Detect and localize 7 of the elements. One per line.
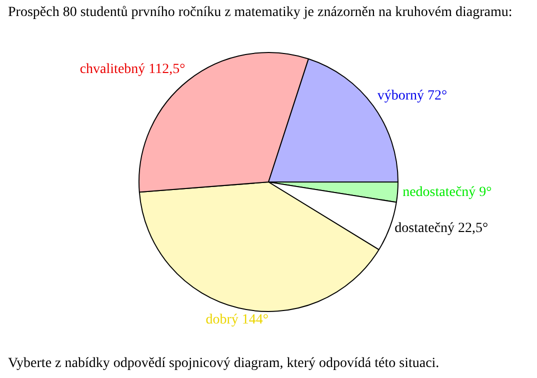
slice-label: chvalitebný 112,5° [80, 62, 186, 78]
slice-label: výborný 72° [377, 88, 448, 104]
text: Vyberte z nabídky odpovědí spojnicový diagram, který odpovídá této situaci. [8, 356, 440, 372]
slice-label: dobrý 144° [206, 312, 268, 328]
chart-title: Prospěch 80 studentů prvního ročníku z matematiky je znázorněn na kruhovém diagramu: [8, 4, 514, 22]
slice-label: nedostatečný 9° [402, 185, 492, 200]
slice-label: dostatečný 22,5° [394, 221, 488, 236]
